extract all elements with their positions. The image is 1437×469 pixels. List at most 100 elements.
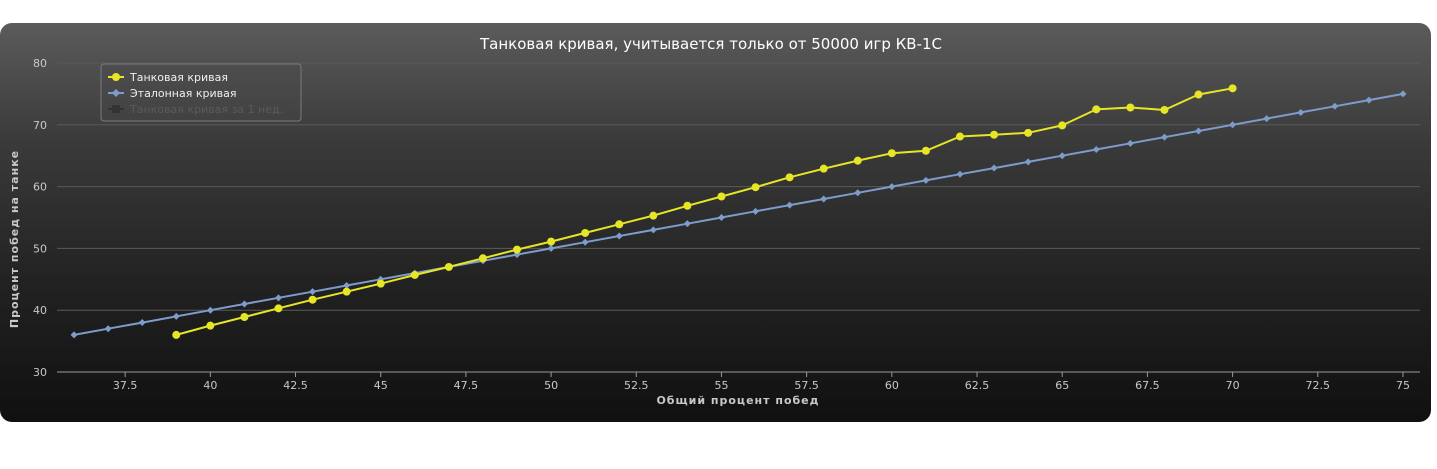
legend-marker (112, 89, 120, 97)
axes: 30 40 50 60 70 80 37.5 40 42.5 45 47.5 50 52.5 55 57.5… (33, 57, 1420, 392)
data-point[interactable] (1126, 103, 1135, 112)
data-point[interactable] (206, 321, 215, 330)
data-point[interactable] (1194, 90, 1203, 99)
x-tick-label: 57.5 (794, 379, 819, 392)
data-point[interactable] (104, 325, 112, 333)
legend-item[interactable]: Танковая кривая за 1 нед. (108, 103, 283, 116)
data-point[interactable] (854, 189, 862, 197)
data-point[interactable] (752, 207, 760, 215)
data-point[interactable] (1297, 108, 1305, 116)
x-tick-label: 45 (374, 379, 388, 392)
data-point[interactable] (376, 279, 385, 288)
series-line (176, 87, 1233, 336)
data-point[interactable] (819, 164, 828, 173)
legend-marker (112, 105, 120, 113)
data-point[interactable] (478, 254, 487, 263)
data-point[interactable] (581, 238, 589, 246)
data-point[interactable] (683, 220, 691, 228)
data-point[interactable] (309, 288, 317, 296)
data-point[interactable] (820, 195, 828, 203)
x-tick-label: 67.5 (1135, 379, 1160, 392)
y-tick-label: 50 (33, 242, 47, 255)
data-point[interactable] (308, 295, 317, 304)
data-point[interactable] (410, 270, 419, 279)
data-point[interactable] (1126, 139, 1134, 147)
data-point[interactable] (343, 281, 351, 289)
x-tick-label: 72.5 (1306, 379, 1331, 392)
data-point[interactable] (274, 304, 283, 313)
data-point[interactable] (717, 214, 725, 221)
x-tick-label: 37.5 (113, 379, 138, 392)
x-tick-label: 50 (544, 379, 558, 392)
data-point[interactable] (513, 245, 522, 254)
data-point[interactable] (751, 183, 760, 192)
data-point[interactable] (990, 164, 998, 172)
data-point[interactable] (921, 146, 930, 155)
data-point[interactable] (990, 130, 999, 139)
data-point[interactable] (1399, 90, 1407, 98)
legend-item[interactable]: Танковая кривая (108, 71, 228, 84)
data-point[interactable] (1195, 127, 1203, 135)
legend-label: Танковая кривая за 1 нед. (129, 103, 283, 116)
data-point[interactable] (581, 228, 590, 237)
data-point[interactable] (1229, 121, 1237, 129)
x-tick-label: 65 (1055, 379, 1069, 392)
x-tick-label: 70 (1226, 379, 1240, 392)
data-point[interactable] (172, 330, 181, 339)
series-1 (70, 90, 1407, 339)
data-point[interactable] (956, 170, 964, 178)
legend-box (100, 63, 302, 122)
data-point[interactable] (1228, 84, 1237, 93)
data-point[interactable] (615, 232, 623, 240)
series-0 (172, 84, 1237, 339)
grid (57, 62, 1420, 311)
data-point[interactable] (1331, 102, 1339, 110)
x-tick-label: 75 (1396, 379, 1410, 392)
data-point[interactable] (547, 237, 556, 246)
x-tick-label: 55 (714, 379, 728, 392)
data-point[interactable] (717, 192, 726, 201)
data-point[interactable] (1092, 105, 1101, 114)
data-point[interactable] (70, 331, 78, 339)
data-point[interactable] (853, 156, 862, 165)
chart-panel: Танковая кривая, учитывается только от 5… (0, 23, 1431, 422)
data-point[interactable] (1092, 146, 1100, 154)
data-point[interactable] (342, 287, 351, 296)
data-point[interactable] (649, 211, 658, 220)
legend-label: Танковая кривая (129, 71, 228, 84)
data-point[interactable] (786, 201, 794, 209)
data-point[interactable] (444, 262, 453, 271)
legend-item[interactable]: Эталонная кривая (108, 87, 236, 100)
y-tick-label: 40 (33, 304, 47, 317)
data-point[interactable] (888, 183, 896, 191)
data-point[interactable] (547, 244, 555, 252)
data-point[interactable] (1058, 152, 1066, 160)
data-point[interactable] (922, 176, 930, 184)
data-point[interactable] (887, 149, 896, 158)
y-tick-label: 30 (33, 366, 47, 379)
x-tick-label: 52.5 (624, 379, 649, 392)
data-point[interactable] (1024, 158, 1032, 166)
data-point[interactable] (955, 132, 964, 141)
data-point[interactable] (683, 201, 692, 210)
data-point[interactable] (649, 226, 657, 234)
data-point[interactable] (1160, 105, 1169, 114)
data-point[interactable] (1263, 115, 1271, 123)
y-tick-label: 70 (33, 119, 47, 132)
data-point[interactable] (240, 312, 249, 321)
data-point[interactable] (1365, 96, 1373, 104)
data-point[interactable] (1058, 121, 1067, 130)
legend[interactable]: Танковая кривая Эталонная кривая Танковая … (100, 63, 302, 122)
y-tick-label: 80 (33, 57, 47, 70)
data-point[interactable] (240, 300, 248, 308)
data-point[interactable] (1160, 133, 1168, 141)
series-line (73, 92, 1404, 336)
data-point[interactable] (615, 220, 624, 229)
data-point[interactable] (274, 294, 282, 302)
data-point[interactable] (1024, 128, 1033, 137)
data-point[interactable] (172, 312, 180, 320)
y-axis-label: Процент побед на танке (8, 150, 21, 328)
data-point[interactable] (206, 306, 214, 314)
data-point[interactable] (785, 173, 794, 182)
data-point[interactable] (138, 319, 146, 327)
